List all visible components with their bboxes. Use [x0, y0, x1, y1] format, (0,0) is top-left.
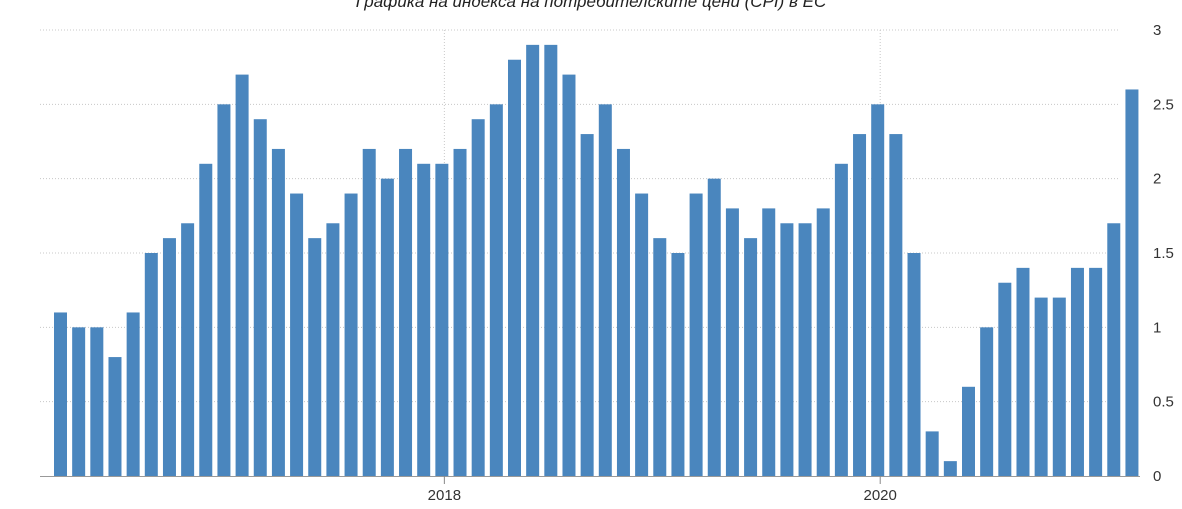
bar	[744, 238, 758, 476]
bar	[998, 282, 1012, 476]
bar	[508, 59, 521, 476]
bar	[580, 134, 594, 477]
bar	[616, 148, 630, 476]
bar	[925, 431, 939, 476]
bar	[54, 312, 67, 476]
bar	[308, 238, 322, 476]
bar	[962, 386, 975, 476]
bar	[126, 312, 140, 476]
bar	[326, 223, 340, 476]
bar	[380, 178, 394, 476]
bar	[980, 327, 994, 476]
bar	[907, 253, 921, 476]
bar	[1089, 267, 1103, 476]
bar	[453, 148, 467, 476]
bar	[598, 104, 612, 476]
bar	[762, 208, 776, 476]
bar	[853, 134, 867, 477]
bar	[1070, 267, 1084, 476]
bar	[562, 74, 576, 476]
y-tick-label: 1	[1153, 319, 1161, 336]
bar	[707, 178, 721, 476]
bar	[344, 193, 358, 477]
bar	[780, 223, 794, 476]
bar	[889, 134, 903, 477]
bar	[489, 104, 503, 476]
bar	[108, 357, 122, 476]
y-axis-ticks: 0 0.5 1 1.5 2 2.5 3	[1153, 22, 1174, 485]
bar	[526, 44, 540, 476]
bar	[90, 327, 104, 476]
bar	[1016, 267, 1030, 476]
bar	[181, 223, 195, 476]
bar	[253, 119, 267, 476]
y-tick-label: 1.5	[1153, 245, 1174, 262]
x-tick-label: 2020	[864, 487, 897, 504]
bar	[290, 193, 304, 477]
x-axis-ticks: 2018 2020	[428, 476, 897, 504]
bar	[871, 104, 885, 476]
bar	[144, 253, 158, 476]
bar	[271, 148, 285, 476]
bar	[399, 148, 413, 476]
y-tick-label: 2	[1153, 171, 1161, 188]
bar	[471, 119, 485, 476]
bar	[217, 104, 231, 476]
bar	[653, 238, 667, 476]
bar	[362, 148, 376, 476]
bar	[635, 193, 649, 477]
bar	[725, 208, 739, 476]
bar	[199, 163, 213, 477]
y-tick-label: 0.5	[1153, 394, 1174, 411]
bar	[943, 461, 957, 476]
bar	[834, 163, 848, 477]
bars-layer	[54, 44, 1139, 477]
bar	[544, 44, 558, 476]
y-tick-label: 0	[1153, 468, 1161, 485]
bar	[689, 193, 703, 477]
y-tick-label: 2.5	[1153, 96, 1174, 113]
bar	[72, 327, 86, 476]
chart-title: Графика на индекса на потребителските це…	[355, 0, 827, 11]
y-tick-label: 3	[1153, 22, 1161, 39]
bar	[1034, 297, 1048, 476]
x-tick-label: 2018	[428, 487, 461, 504]
bar	[1125, 89, 1139, 476]
bar	[816, 208, 830, 476]
bar	[435, 163, 449, 477]
bar	[671, 253, 685, 476]
bar	[417, 163, 431, 477]
bar	[1052, 297, 1066, 476]
bar	[798, 223, 812, 476]
bar	[162, 238, 176, 476]
bar	[1107, 223, 1121, 476]
bar	[235, 74, 249, 476]
